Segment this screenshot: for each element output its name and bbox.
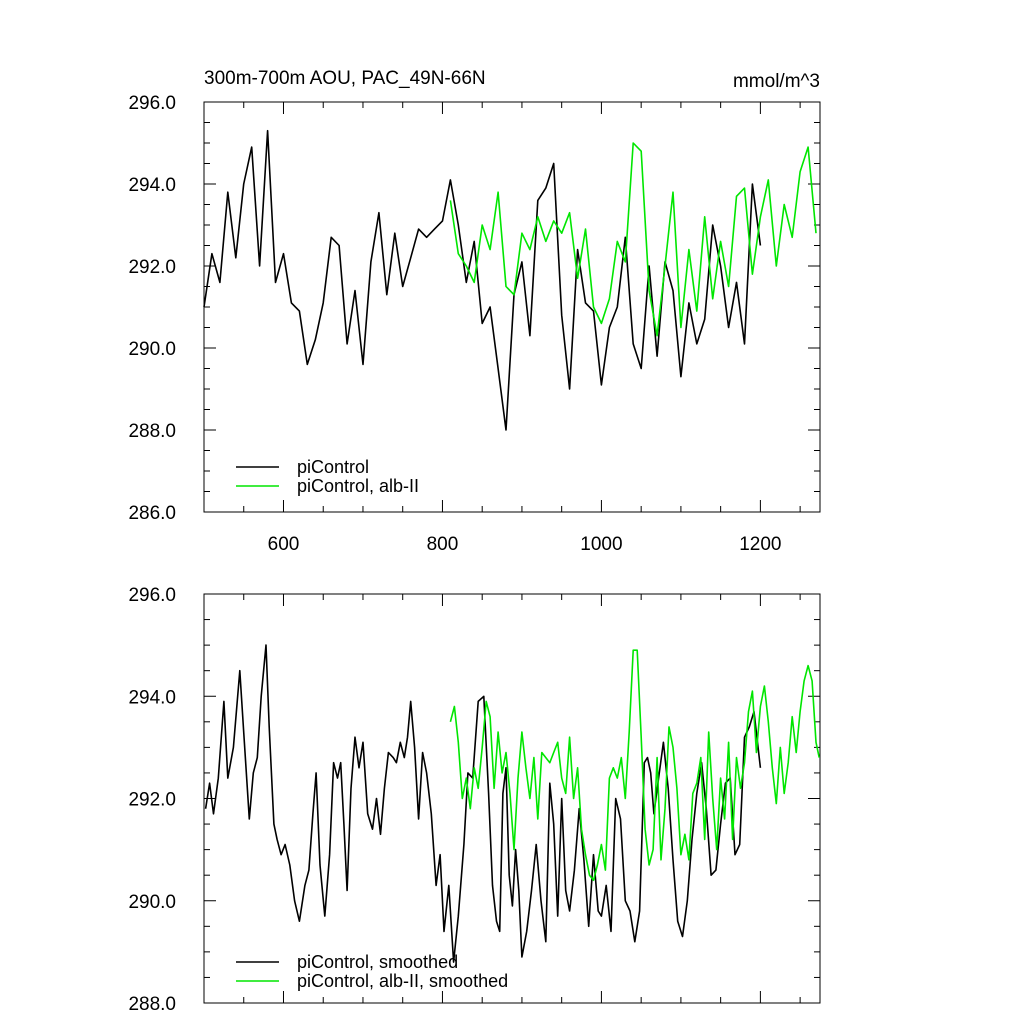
bottom-legend-label-picontrol-smoothed: piControl, smoothed	[297, 952, 458, 972]
top-xtick-label: 800	[427, 534, 459, 555]
top-ytick-label: 290.0	[128, 339, 176, 360]
top-ytick-label: 294.0	[128, 175, 176, 196]
top-legend-label-picontrol-alb-ii: piControl, alb-II	[297, 476, 419, 496]
bottom-ytick-label: 294.0	[128, 687, 176, 708]
top-series-picontrol	[203, 129, 762, 431]
top-ytick-label: 288.0	[128, 421, 176, 442]
top-ytick-label: 292.0	[128, 257, 176, 278]
top-xtick-label: 1000	[580, 534, 622, 555]
bottom-series-picontrol-smoothed	[204, 644, 762, 963]
top-xtick-label: 600	[268, 534, 300, 555]
top-xtick-label: 1200	[739, 534, 781, 555]
bottom-series-picontrol-alb-ii-smoothed	[449, 649, 820, 882]
bottom-ytick-label: 290.0	[128, 892, 176, 913]
top-legend-label-picontrol: piControl	[297, 457, 369, 477]
chart-title: 300m-700m AOU, PAC_49N-66N	[204, 68, 486, 89]
bottom-ytick-label: 288.0	[128, 994, 176, 1015]
units-label: mmol/m^3	[733, 71, 820, 92]
bottom-legend-label-picontrol-alb-ii-smoothed: piControl, alb-II, smoothed	[297, 971, 508, 991]
bottom-panel: 288.0 290.0 292.0 294.0 296.0 piControl, smoo…	[128, 585, 821, 1015]
bottom-ytick-label: 292.0	[128, 790, 176, 811]
top-ytick-label: 296.0	[128, 93, 176, 114]
top-panel: 286.0 288.0 290.0 292.0 294.0 296.0 600 800 1000…	[128, 93, 821, 555]
top-ytick-label: 286.0	[128, 503, 176, 524]
bottom-ytick-label: 296.0	[128, 585, 176, 606]
top-series-picontrol-alb-ii	[449, 142, 817, 337]
